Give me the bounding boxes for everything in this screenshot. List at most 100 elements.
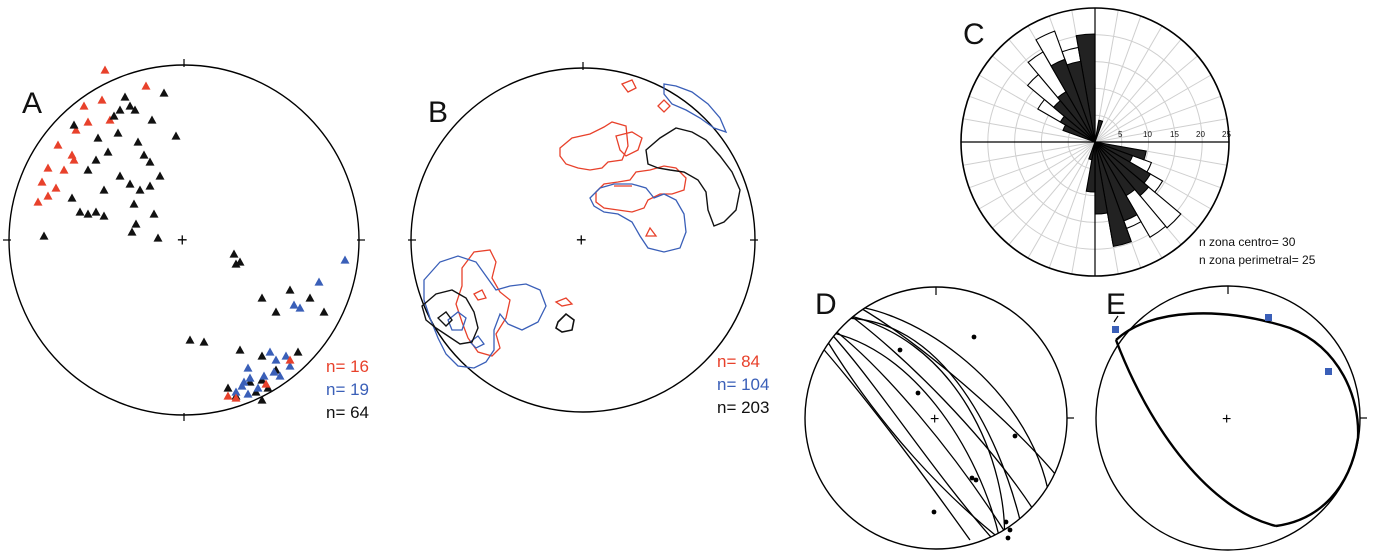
rose-spoke (1094, 55, 1198, 143)
pole-triangle (129, 199, 139, 208)
pole-triangle (83, 117, 93, 126)
pole-triangle (243, 363, 253, 372)
pole-triangle (257, 395, 267, 404)
pole-triangle (259, 371, 269, 380)
great-circle (817, 325, 1005, 543)
contour-red (657, 99, 671, 113)
pole-triangle (285, 285, 295, 294)
pole-triangle (69, 120, 79, 129)
pole-triangle (100, 65, 110, 74)
pole-triangle (133, 137, 143, 146)
rose-petal (1056, 91, 1096, 143)
pole-triangle (145, 181, 155, 190)
pole-triangle (149, 209, 159, 218)
pole-triangle (261, 379, 271, 388)
pole-triangle (59, 165, 69, 174)
rose-spoke (962, 141, 1096, 166)
contour-red (455, 249, 511, 357)
ring-label-15: 15 (1170, 130, 1179, 139)
ring-label-10: 10 (1143, 130, 1152, 139)
count-blue: n= 104 (717, 375, 769, 394)
lineation-dot (969, 475, 975, 481)
pole-triangle (289, 300, 299, 309)
pole-triangle (97, 95, 107, 104)
pole-triangle (293, 347, 303, 356)
count-blue: n= 19 (326, 380, 369, 399)
lineation-dot (1012, 433, 1018, 439)
lineation-dot (971, 334, 977, 340)
pole-triangle (265, 347, 275, 356)
pole-triangle (159, 88, 169, 97)
pole-triangle (237, 381, 247, 390)
pole-triangle (271, 355, 281, 364)
contour-blue (469, 335, 485, 349)
pole-triangle (99, 211, 109, 220)
rose-petal (1094, 141, 1132, 248)
pole-triangle (223, 383, 233, 392)
panel-b: + B n= 84 n= 104 n= (408, 62, 769, 417)
rose-petal (1052, 99, 1096, 143)
great-circle (815, 329, 1001, 541)
lineation-dot (931, 509, 937, 515)
pole-triangle (185, 335, 195, 344)
pole-mark (1113, 315, 1119, 323)
pole-triangle (223, 391, 233, 400)
pole-triangle (231, 393, 241, 402)
pole-triangle (257, 351, 267, 360)
great-circle-thick (1115, 312, 1360, 528)
pole-square (1325, 368, 1332, 375)
pole-triangle (141, 81, 151, 90)
pole-triangle (113, 128, 123, 137)
contour-red (559, 121, 629, 171)
rose-petal (1094, 141, 1150, 197)
great-circle (819, 321, 999, 546)
count-black: n= 203 (717, 398, 769, 417)
panel-label-a: A (22, 87, 42, 120)
pole-triangle (71, 125, 81, 134)
pole-triangle (269, 367, 279, 376)
pole-triangle (91, 155, 101, 164)
contour-red (473, 289, 487, 301)
contour-blue (663, 83, 728, 134)
pole-triangle (340, 255, 350, 264)
ring-label-20: 20 (1196, 130, 1205, 139)
center-cross: + (1222, 411, 1231, 428)
pole-triangle (67, 150, 77, 159)
panel-label-c: C (963, 18, 985, 51)
pole-square (1112, 326, 1119, 333)
pole-triangle (51, 183, 61, 192)
contour-red (644, 226, 658, 237)
pole-triangle (153, 233, 163, 242)
rose-spoke (1094, 95, 1222, 143)
contour-red (615, 131, 643, 157)
great-circle (829, 311, 1006, 546)
pole-triangle (99, 185, 109, 194)
contour-red (554, 297, 574, 307)
pole-triangle (285, 361, 295, 370)
rose-spoke (978, 141, 1096, 210)
contour-black (421, 289, 479, 345)
pole-triangle (109, 111, 119, 120)
lineation-dot (1005, 535, 1011, 541)
pole-triangle (33, 197, 43, 206)
pole-triangle (83, 165, 93, 174)
pole-triangle (314, 277, 324, 286)
pole-triangle (145, 157, 155, 166)
pole-triangle (130, 105, 140, 114)
contour-blue (447, 311, 467, 331)
rose-spoke (1008, 141, 1096, 245)
pole-triangle (83, 209, 93, 218)
pole-triangle (229, 249, 239, 258)
panel-label-b: B (428, 96, 448, 129)
pole-triangle (285, 355, 295, 364)
contour-black (645, 127, 741, 227)
rose-spoke (968, 141, 1096, 189)
pole-triangle (171, 131, 181, 140)
lineation-dot (973, 477, 979, 483)
panel-label-d: D (815, 288, 837, 321)
pole-triangle (91, 207, 101, 216)
pole-triangle (275, 371, 285, 380)
great-circle (849, 301, 1061, 481)
contour-blue (589, 183, 687, 253)
panel-label-e: E (1106, 288, 1126, 321)
